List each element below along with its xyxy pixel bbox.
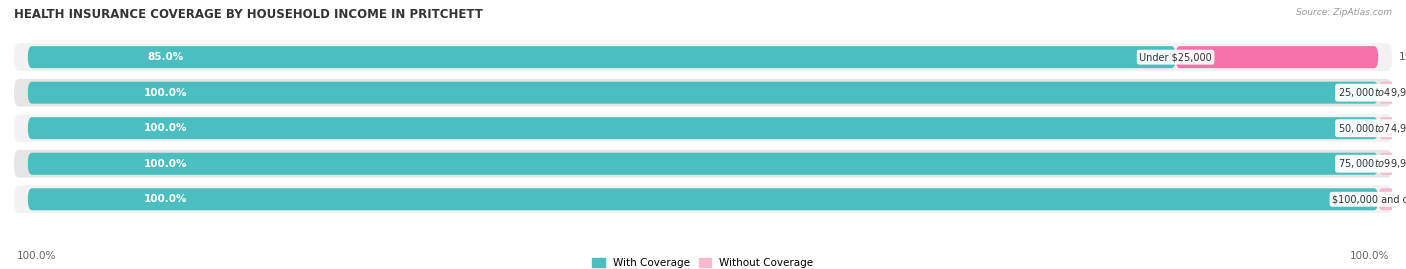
FancyBboxPatch shape — [1378, 82, 1406, 104]
FancyBboxPatch shape — [14, 79, 1392, 107]
Text: $75,000 to $99,999: $75,000 to $99,999 — [1337, 157, 1406, 170]
FancyBboxPatch shape — [28, 46, 1175, 68]
FancyBboxPatch shape — [14, 150, 1392, 178]
Text: 100.0%: 100.0% — [143, 123, 187, 133]
Legend: With Coverage, Without Coverage: With Coverage, Without Coverage — [592, 258, 814, 268]
Text: 100.0%: 100.0% — [143, 159, 187, 169]
FancyBboxPatch shape — [1378, 117, 1406, 139]
FancyBboxPatch shape — [1378, 153, 1406, 175]
FancyBboxPatch shape — [28, 188, 1378, 210]
FancyBboxPatch shape — [14, 114, 1392, 142]
Text: 100.0%: 100.0% — [1350, 251, 1389, 261]
Text: $25,000 to $49,999: $25,000 to $49,999 — [1337, 86, 1406, 99]
Text: 100.0%: 100.0% — [143, 194, 187, 204]
Text: Under $25,000: Under $25,000 — [1139, 52, 1212, 62]
FancyBboxPatch shape — [14, 43, 1392, 71]
FancyBboxPatch shape — [28, 117, 1378, 139]
FancyBboxPatch shape — [14, 185, 1392, 213]
Text: $100,000 and over: $100,000 and over — [1331, 194, 1406, 204]
FancyBboxPatch shape — [1175, 46, 1378, 68]
FancyBboxPatch shape — [1378, 188, 1406, 210]
Text: HEALTH INSURANCE COVERAGE BY HOUSEHOLD INCOME IN PRITCHETT: HEALTH INSURANCE COVERAGE BY HOUSEHOLD I… — [14, 8, 482, 21]
FancyBboxPatch shape — [28, 82, 1378, 104]
Text: 100.0%: 100.0% — [17, 251, 56, 261]
Text: 100.0%: 100.0% — [143, 88, 187, 98]
Text: Source: ZipAtlas.com: Source: ZipAtlas.com — [1296, 8, 1392, 17]
Text: 85.0%: 85.0% — [148, 52, 184, 62]
Text: $50,000 to $74,999: $50,000 to $74,999 — [1337, 122, 1406, 135]
Text: 15.0%: 15.0% — [1399, 52, 1406, 62]
FancyBboxPatch shape — [28, 153, 1378, 175]
